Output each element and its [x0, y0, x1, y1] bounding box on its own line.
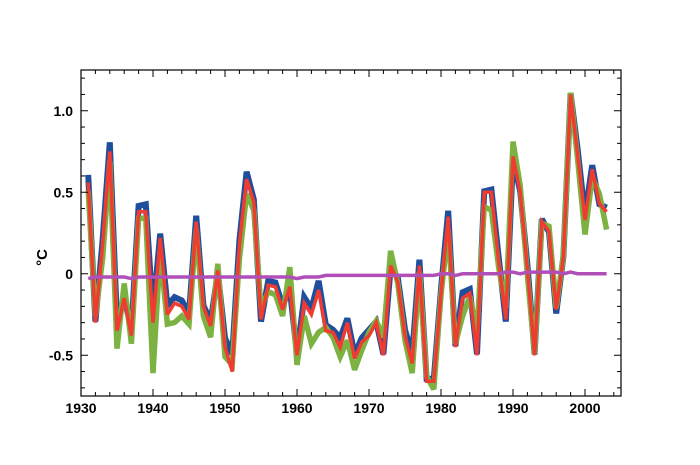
x-tick-label: 1980 — [425, 400, 456, 416]
ticks-layer: 1930 1940 1950 1960 1970 1980 1990 2000 -0.5 0 0.5… — [49, 70, 621, 416]
x-tick-label: 2000 — [569, 400, 600, 416]
series-line-1 — [85, 93, 608, 382]
y-axis-title: °C — [34, 249, 51, 266]
x-tick-label: 1930 — [65, 400, 96, 416]
x-tick-label: 1990 — [497, 400, 528, 416]
series-line-4 — [87, 270, 607, 281]
x-tick-label: 1960 — [281, 400, 312, 416]
x-tick-label: 1950 — [209, 400, 240, 416]
series-line-3 — [86, 94, 608, 384]
x-tick-label: 1970 — [353, 400, 384, 416]
plot-frame — [80, 69, 622, 397]
series-layer — [85, 92, 610, 391]
x-tick-label: 1940 — [137, 400, 168, 416]
y-tick-label: 0.5 — [54, 184, 74, 200]
series-line-2 — [85, 92, 610, 391]
y-tick-label: 1.0 — [54, 103, 74, 119]
y-tick-label: 0 — [65, 266, 73, 282]
y-tick-label: -0.5 — [49, 347, 73, 363]
